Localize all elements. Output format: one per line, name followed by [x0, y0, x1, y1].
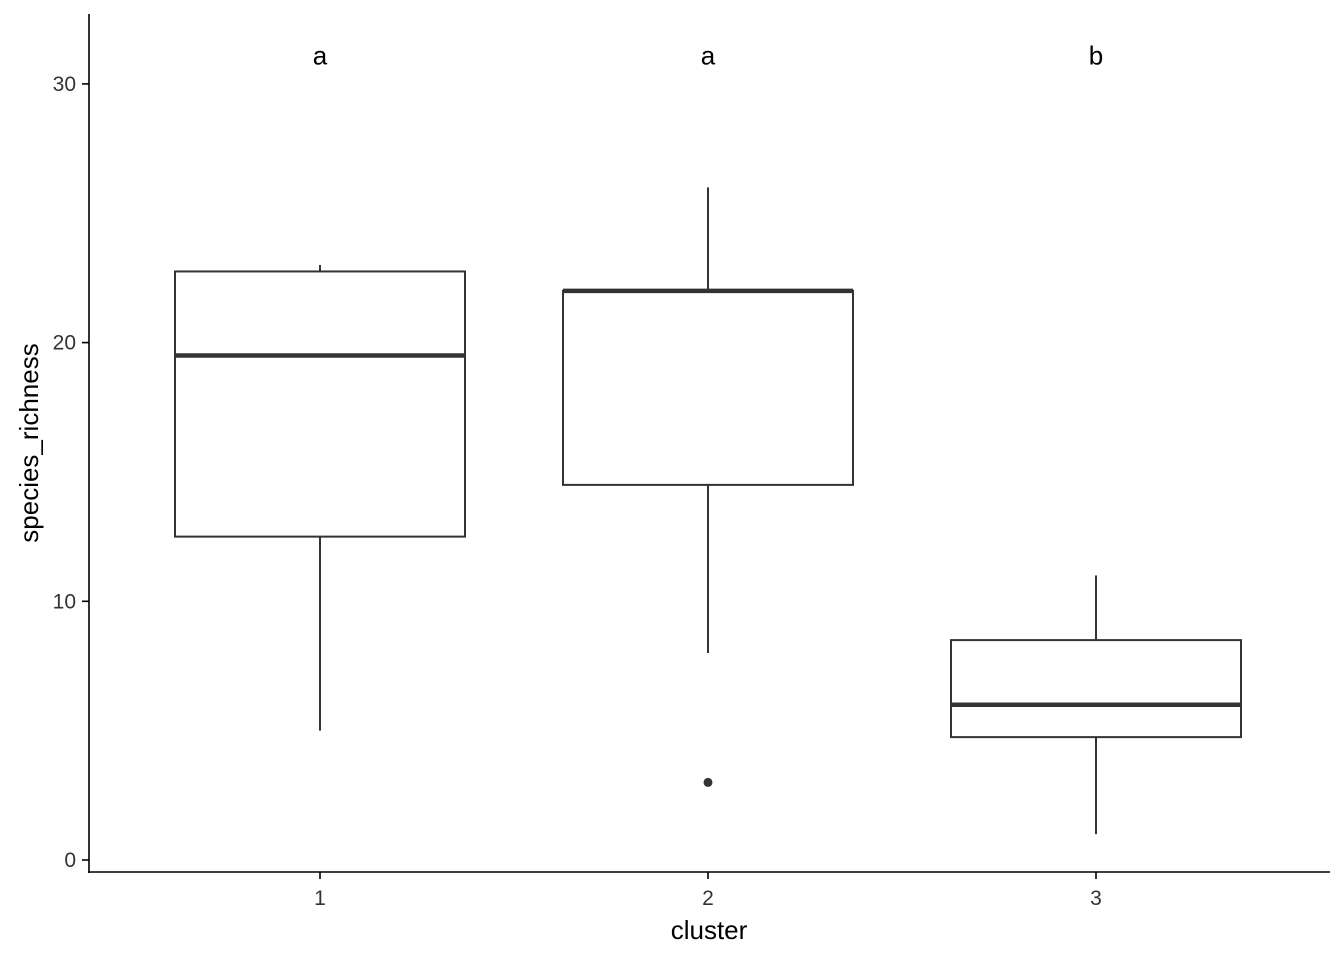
- y-tick-label: 10: [53, 590, 76, 613]
- y-tick-label: 30: [53, 73, 76, 96]
- x-tick-label: 1: [314, 887, 326, 910]
- y-axis-title: species_richness: [14, 343, 44, 542]
- box-iqr: [174, 270, 466, 538]
- significance-letter: a: [313, 40, 328, 70]
- significance-letter: a: [701, 40, 716, 70]
- box-iqr: [562, 289, 854, 486]
- box-iqr: [950, 639, 1242, 739]
- outlier-point: [703, 777, 713, 787]
- x-axis-title: cluster: [671, 915, 748, 945]
- significance-letter: b: [1089, 40, 1103, 70]
- y-tick-label: 20: [53, 332, 76, 355]
- y-tick-label: 0: [64, 849, 76, 872]
- x-tick-label: 3: [1090, 887, 1102, 910]
- x-tick-label: 2: [702, 887, 714, 910]
